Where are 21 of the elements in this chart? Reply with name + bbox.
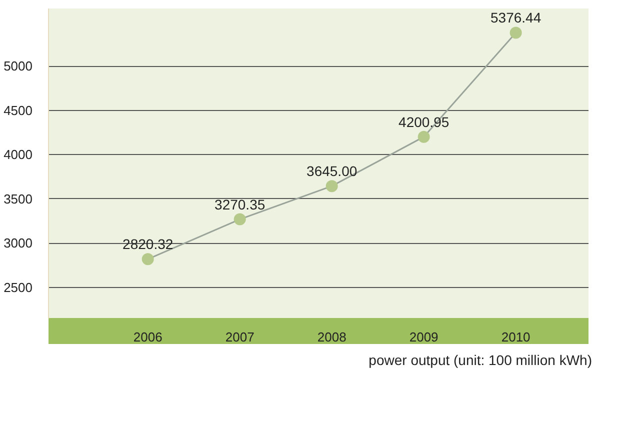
y-tick-label: 3500	[4, 191, 32, 206]
text: 3645.00	[306, 163, 358, 180]
point	[326, 180, 338, 192]
point	[234, 213, 246, 226]
x-tick-label: 2010	[501, 330, 530, 344]
text: 4200.95	[398, 114, 450, 130]
point	[510, 26, 522, 39]
point	[418, 130, 430, 143]
x-tick-label: 2006	[133, 330, 162, 344]
y-tick-label: 2500	[4, 280, 32, 295]
y-tick-label: 3000	[4, 236, 32, 251]
y-tick-label: 5000	[4, 58, 32, 74]
text: power output (unit: 100 million kWh)	[368, 352, 592, 368]
y-tick-label: 4000	[4, 147, 32, 162]
x-tick-label: 2009	[409, 330, 438, 344]
text: 5376.44	[490, 10, 542, 26]
text: 3270.35	[214, 196, 266, 212]
x-tick-label: 2008	[317, 330, 346, 344]
x-tick-label: 2007	[225, 330, 254, 344]
y-tick-label: 4500	[4, 102, 32, 118]
point	[142, 253, 154, 266]
